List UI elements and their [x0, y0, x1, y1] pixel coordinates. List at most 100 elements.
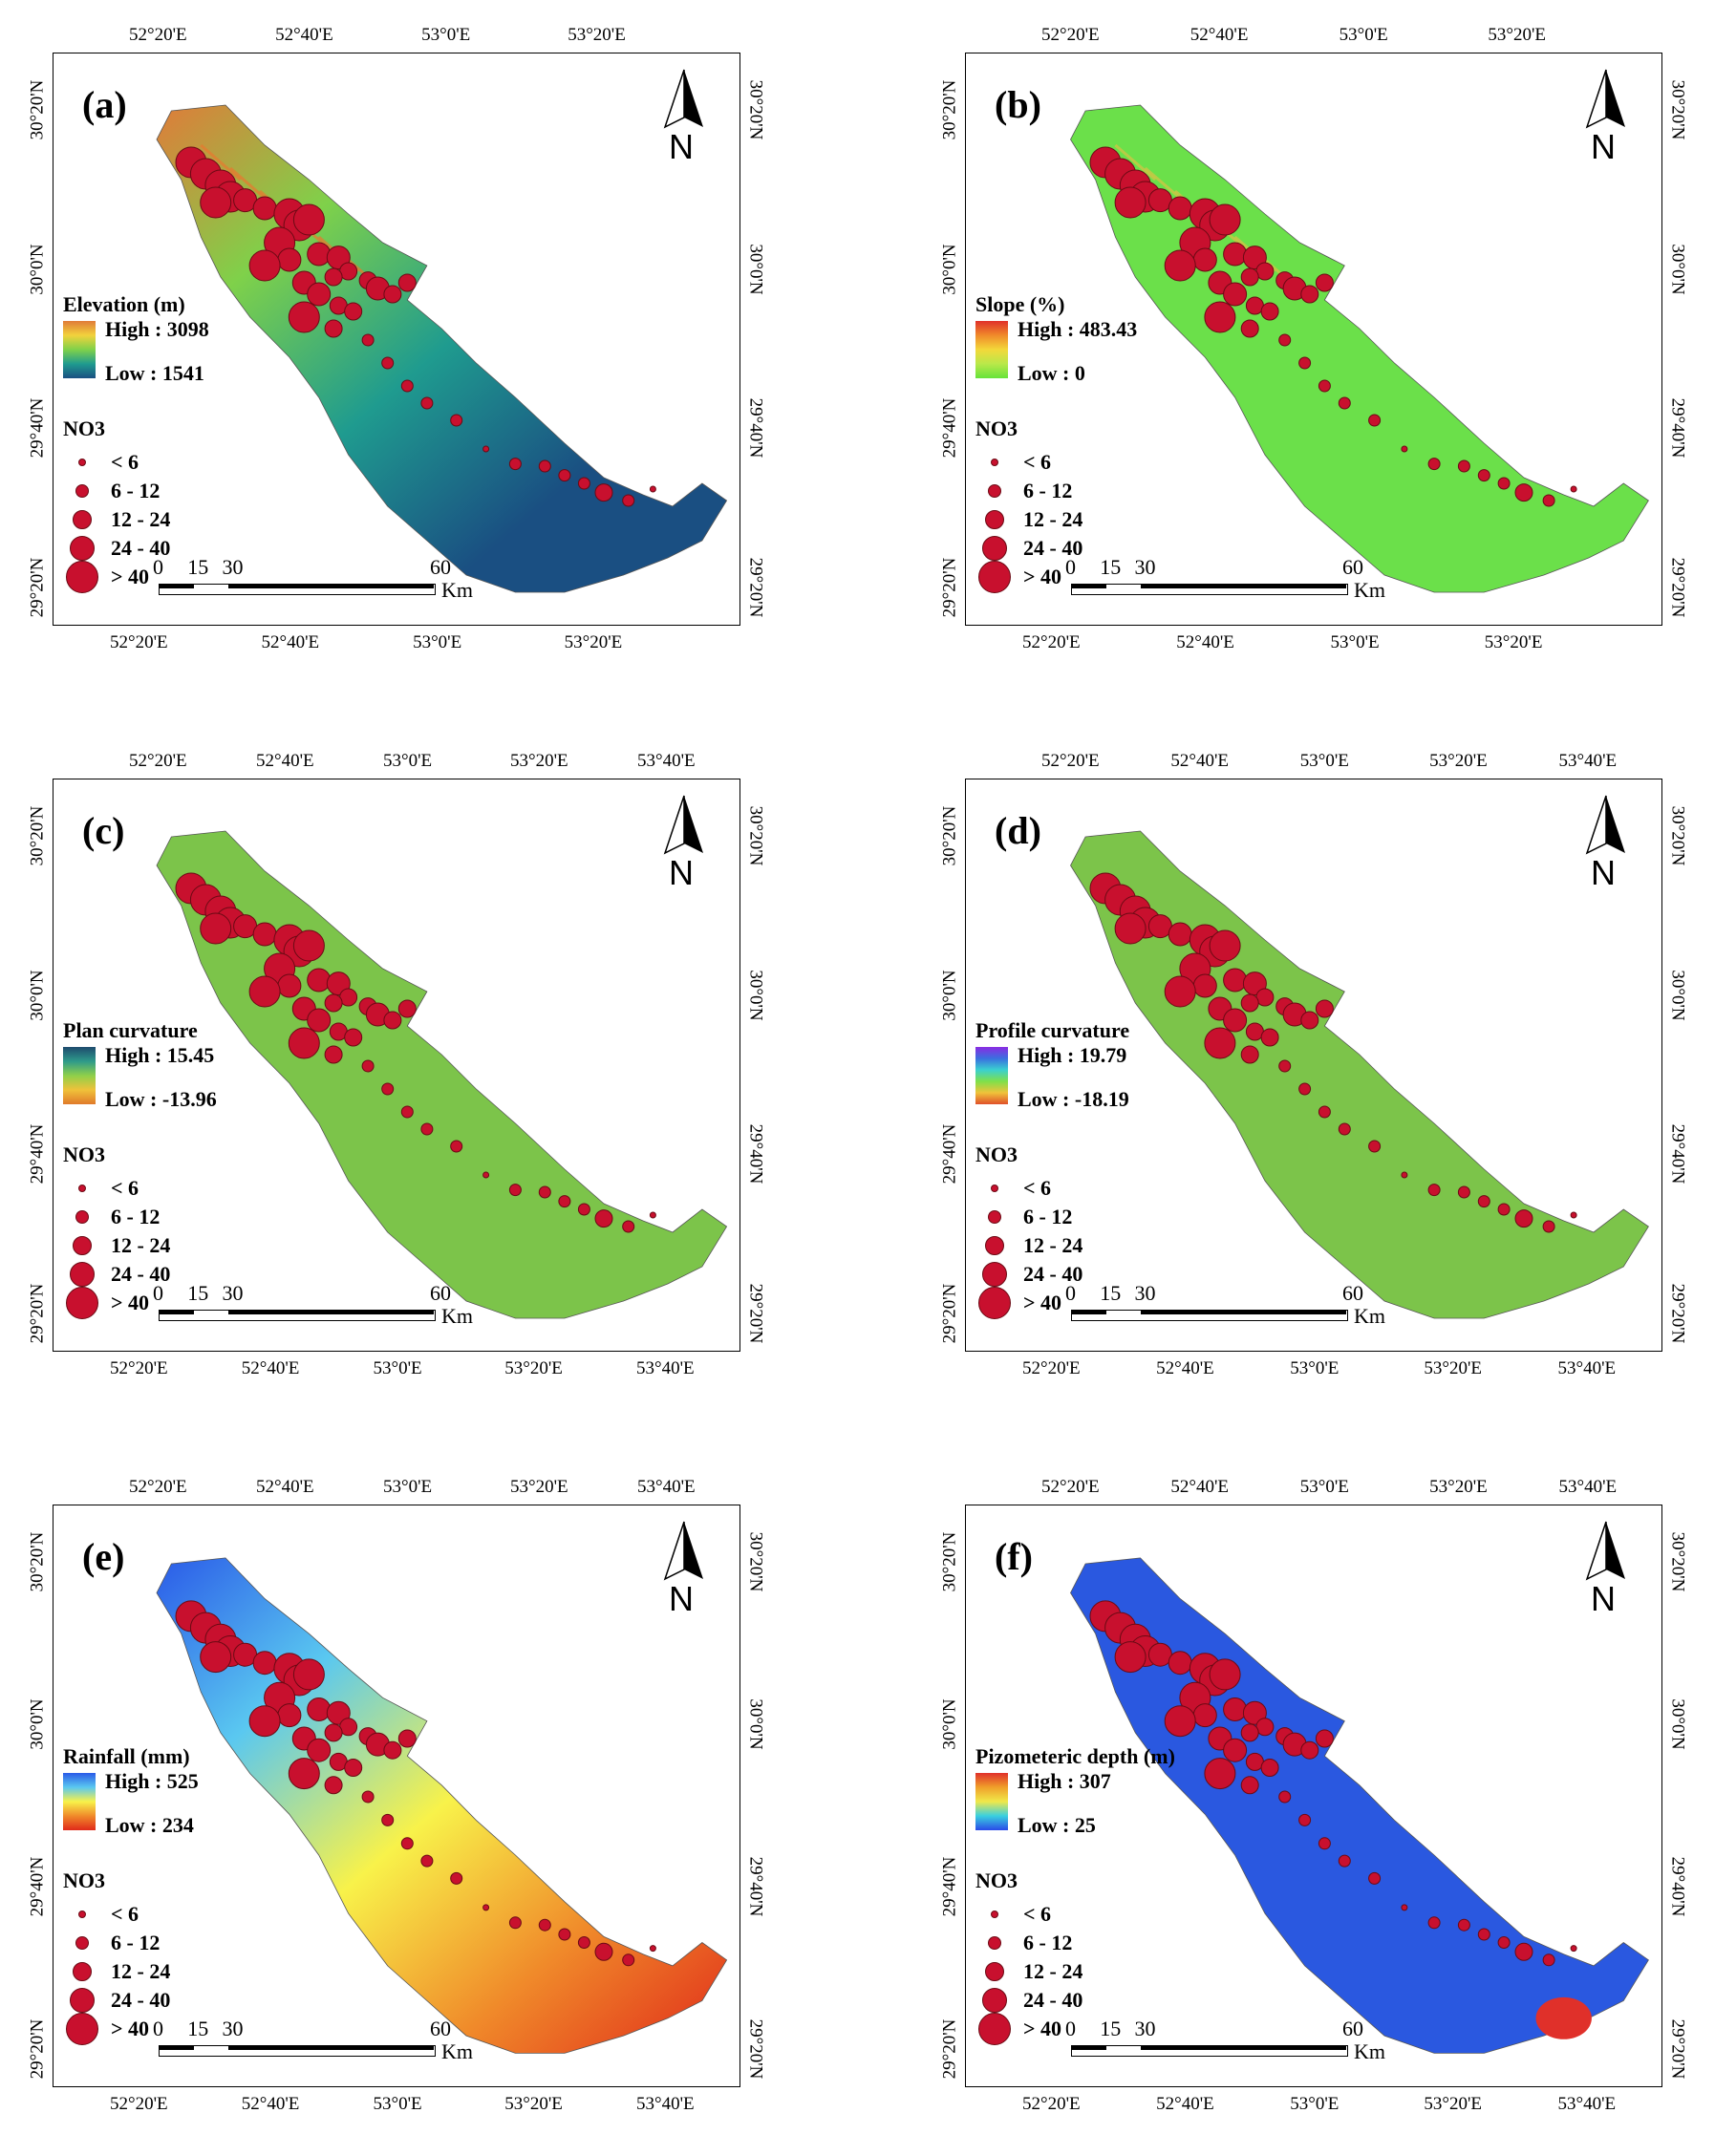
- top-lon-label: 52°20'E: [1041, 25, 1100, 45]
- scale-bar: [1071, 2045, 1348, 2057]
- legend-low-value: Low : -13.96: [105, 1087, 217, 1111]
- scale-bar-tick: 60: [1342, 2017, 1363, 2040]
- bottom-lon-label: 52°20'E: [1022, 2094, 1081, 2114]
- no3-class-symbol: [66, 561, 98, 593]
- no3-sample-point: [361, 1790, 375, 1804]
- top-lon-label: 53°20'E: [510, 1477, 568, 1497]
- no3-sample-point: [1223, 282, 1248, 307]
- no3-class-symbol: [66, 1287, 98, 1319]
- no3-sample-point: [594, 1942, 613, 1961]
- no3-class-label: 24 - 40: [1023, 536, 1083, 560]
- left-lat-label: 29°40'N: [939, 1856, 960, 1917]
- left-lat-label: 30°20'N: [939, 1531, 960, 1592]
- no3-sample-point: [482, 445, 490, 453]
- left-lat-label: 29°40'N: [27, 397, 48, 459]
- no3-sample-point: [1223, 242, 1248, 267]
- no3-sample-point: [1514, 483, 1533, 502]
- no3-sample-point: [1240, 267, 1259, 287]
- scale-bar-tick: 15: [1100, 1281, 1122, 1305]
- no3-class-label: 12 - 24: [111, 1233, 171, 1257]
- no3-sample-point: [307, 1738, 332, 1762]
- bottom-lon-label: 52°20'E: [1022, 632, 1081, 652]
- map-panel-a: (a) N Elevation (m) High : 3098 Low : 1541 NO…: [19, 10, 774, 669]
- scale-bar-segment: [1140, 2046, 1346, 2050]
- no3-legend-title: NO3: [63, 1142, 105, 1166]
- no3-sample-point: [397, 999, 417, 1018]
- map-panel-b: (b) N Slope (%) High : 483.43 Low : 0 NO3 < 6 6…: [932, 10, 1696, 669]
- scale-bar-tick: 15: [1100, 555, 1122, 579]
- bottom-lon-label: 53°0'E: [1290, 1358, 1340, 1378]
- no3-sample-point: [277, 247, 302, 272]
- no3-class-label: 6 - 12: [1023, 1931, 1073, 1954]
- no3-sample-point: [344, 1759, 363, 1777]
- bottom-lon-label: 52°40'E: [1156, 1358, 1214, 1378]
- no3-sample-point: [508, 458, 522, 471]
- scale-bar-tick: 60: [1342, 1281, 1363, 1305]
- no3-sample-point: [1240, 1045, 1259, 1064]
- map-frame: (d) N Profile curvature High : 19.79 Low : -…: [965, 779, 1662, 1352]
- top-lon-label: 52°20'E: [129, 751, 187, 771]
- no3-sample-point: [1278, 333, 1292, 347]
- scale-bar-segment: [227, 1311, 434, 1314]
- no3-sample-point: [1192, 247, 1217, 272]
- no3-class-symbol: [991, 1185, 998, 1192]
- no3-sample-point: [307, 1697, 332, 1721]
- legend-high-value: High : 19.79: [1018, 1043, 1127, 1067]
- bottom-lon-label: 53°0'E: [1290, 2094, 1340, 2114]
- no3-class-row: > 40: [63, 1287, 254, 1319]
- no3-class-row: 12 - 24: [975, 507, 1167, 532]
- map-panel-e: (e) N Rainfall (mm) High : 525 Low : 234 NO3 <…: [19, 1462, 774, 2130]
- no3-class-label: < 6: [1023, 450, 1052, 474]
- no3-sample-point: [1457, 1918, 1470, 1932]
- north-label: N: [669, 1579, 694, 1618]
- right-lat-label: 29°40'N: [1667, 1123, 1688, 1185]
- right-lat-label: 29°20'N: [745, 2018, 766, 2080]
- no3-sample-point: [1368, 1140, 1382, 1153]
- no3-sample-point: [307, 242, 332, 267]
- no3-sample-point: [649, 1945, 656, 1953]
- map-panel-c: (c) N Plan curvature High : 15.45 Low : -13.…: [19, 736, 774, 1395]
- top-lon-label: 53°0'E: [421, 25, 471, 45]
- no3-sample-point: [1240, 319, 1259, 338]
- north-label: N: [1591, 1579, 1616, 1618]
- right-lat-label: 30°20'N: [745, 805, 766, 866]
- no3-class-symbol: [73, 1962, 92, 1981]
- right-lat-label: 30°20'N: [745, 1531, 766, 1592]
- basin-map: [1070, 830, 1649, 1319]
- bottom-lon-label: 53°0'E: [373, 1358, 422, 1378]
- no3-class-label: > 40: [1023, 1291, 1062, 1314]
- right-lat-label: 30°0'N: [1667, 1698, 1688, 1750]
- basin-map: [1070, 1557, 1649, 2054]
- no3-class-row: < 6: [63, 450, 254, 475]
- no3-sample-point: [420, 396, 434, 410]
- north-arrow-icon: N: [1577, 68, 1635, 173]
- no3-sample-point: [1457, 459, 1470, 473]
- no3-sample-point: [383, 1740, 402, 1760]
- no3-sample-point: [1298, 1813, 1312, 1826]
- left-lat-label: 30°20'N: [939, 79, 960, 140]
- no3-sample-point: [420, 1122, 434, 1136]
- no3-class-symbol: [75, 1936, 89, 1950]
- no3-class-label: > 40: [111, 565, 150, 588]
- scale-bar: [1071, 1310, 1348, 1321]
- left-lat-label: 29°40'N: [27, 1856, 48, 1917]
- no3-class-symbol: [75, 484, 89, 498]
- no3-sample-point: [1260, 1028, 1279, 1047]
- right-lat-label: 29°40'N: [1667, 397, 1688, 459]
- top-lon-label: 52°20'E: [129, 25, 187, 45]
- scale-bar-tick: 0: [1065, 1281, 1076, 1305]
- no3-sample-point: [1278, 1059, 1292, 1073]
- left-lat-label: 30°0'N: [27, 1698, 48, 1750]
- no3-sample-point: [277, 973, 302, 998]
- no3-class-row: 12 - 24: [975, 1959, 1167, 1984]
- no3-sample-point: [397, 273, 417, 292]
- map-frame: (a) N Elevation (m) High : 3098 Low : 1541 NO…: [53, 53, 740, 626]
- scale-bar-segment: [1072, 585, 1106, 588]
- no3-sample-point: [248, 249, 281, 282]
- no3-class-label: > 40: [111, 2017, 150, 2040]
- panel-label: (a): [82, 83, 127, 126]
- no3-class-label: 12 - 24: [1023, 1233, 1083, 1257]
- no3-sample-point: [1300, 1011, 1319, 1030]
- no3-class-row: 12 - 24: [63, 1233, 254, 1258]
- legend-high-value: High : 525: [105, 1769, 199, 1793]
